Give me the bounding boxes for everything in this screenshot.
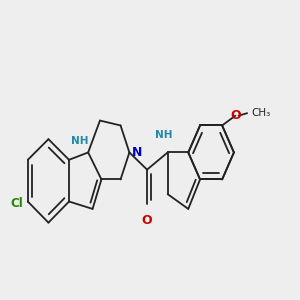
Text: Cl: Cl bbox=[11, 197, 23, 211]
Text: O: O bbox=[142, 214, 152, 227]
Text: CH₃: CH₃ bbox=[252, 108, 271, 118]
Text: O: O bbox=[230, 109, 241, 122]
Text: NH: NH bbox=[154, 130, 172, 140]
Text: N: N bbox=[132, 146, 142, 159]
Text: NH: NH bbox=[71, 136, 89, 146]
